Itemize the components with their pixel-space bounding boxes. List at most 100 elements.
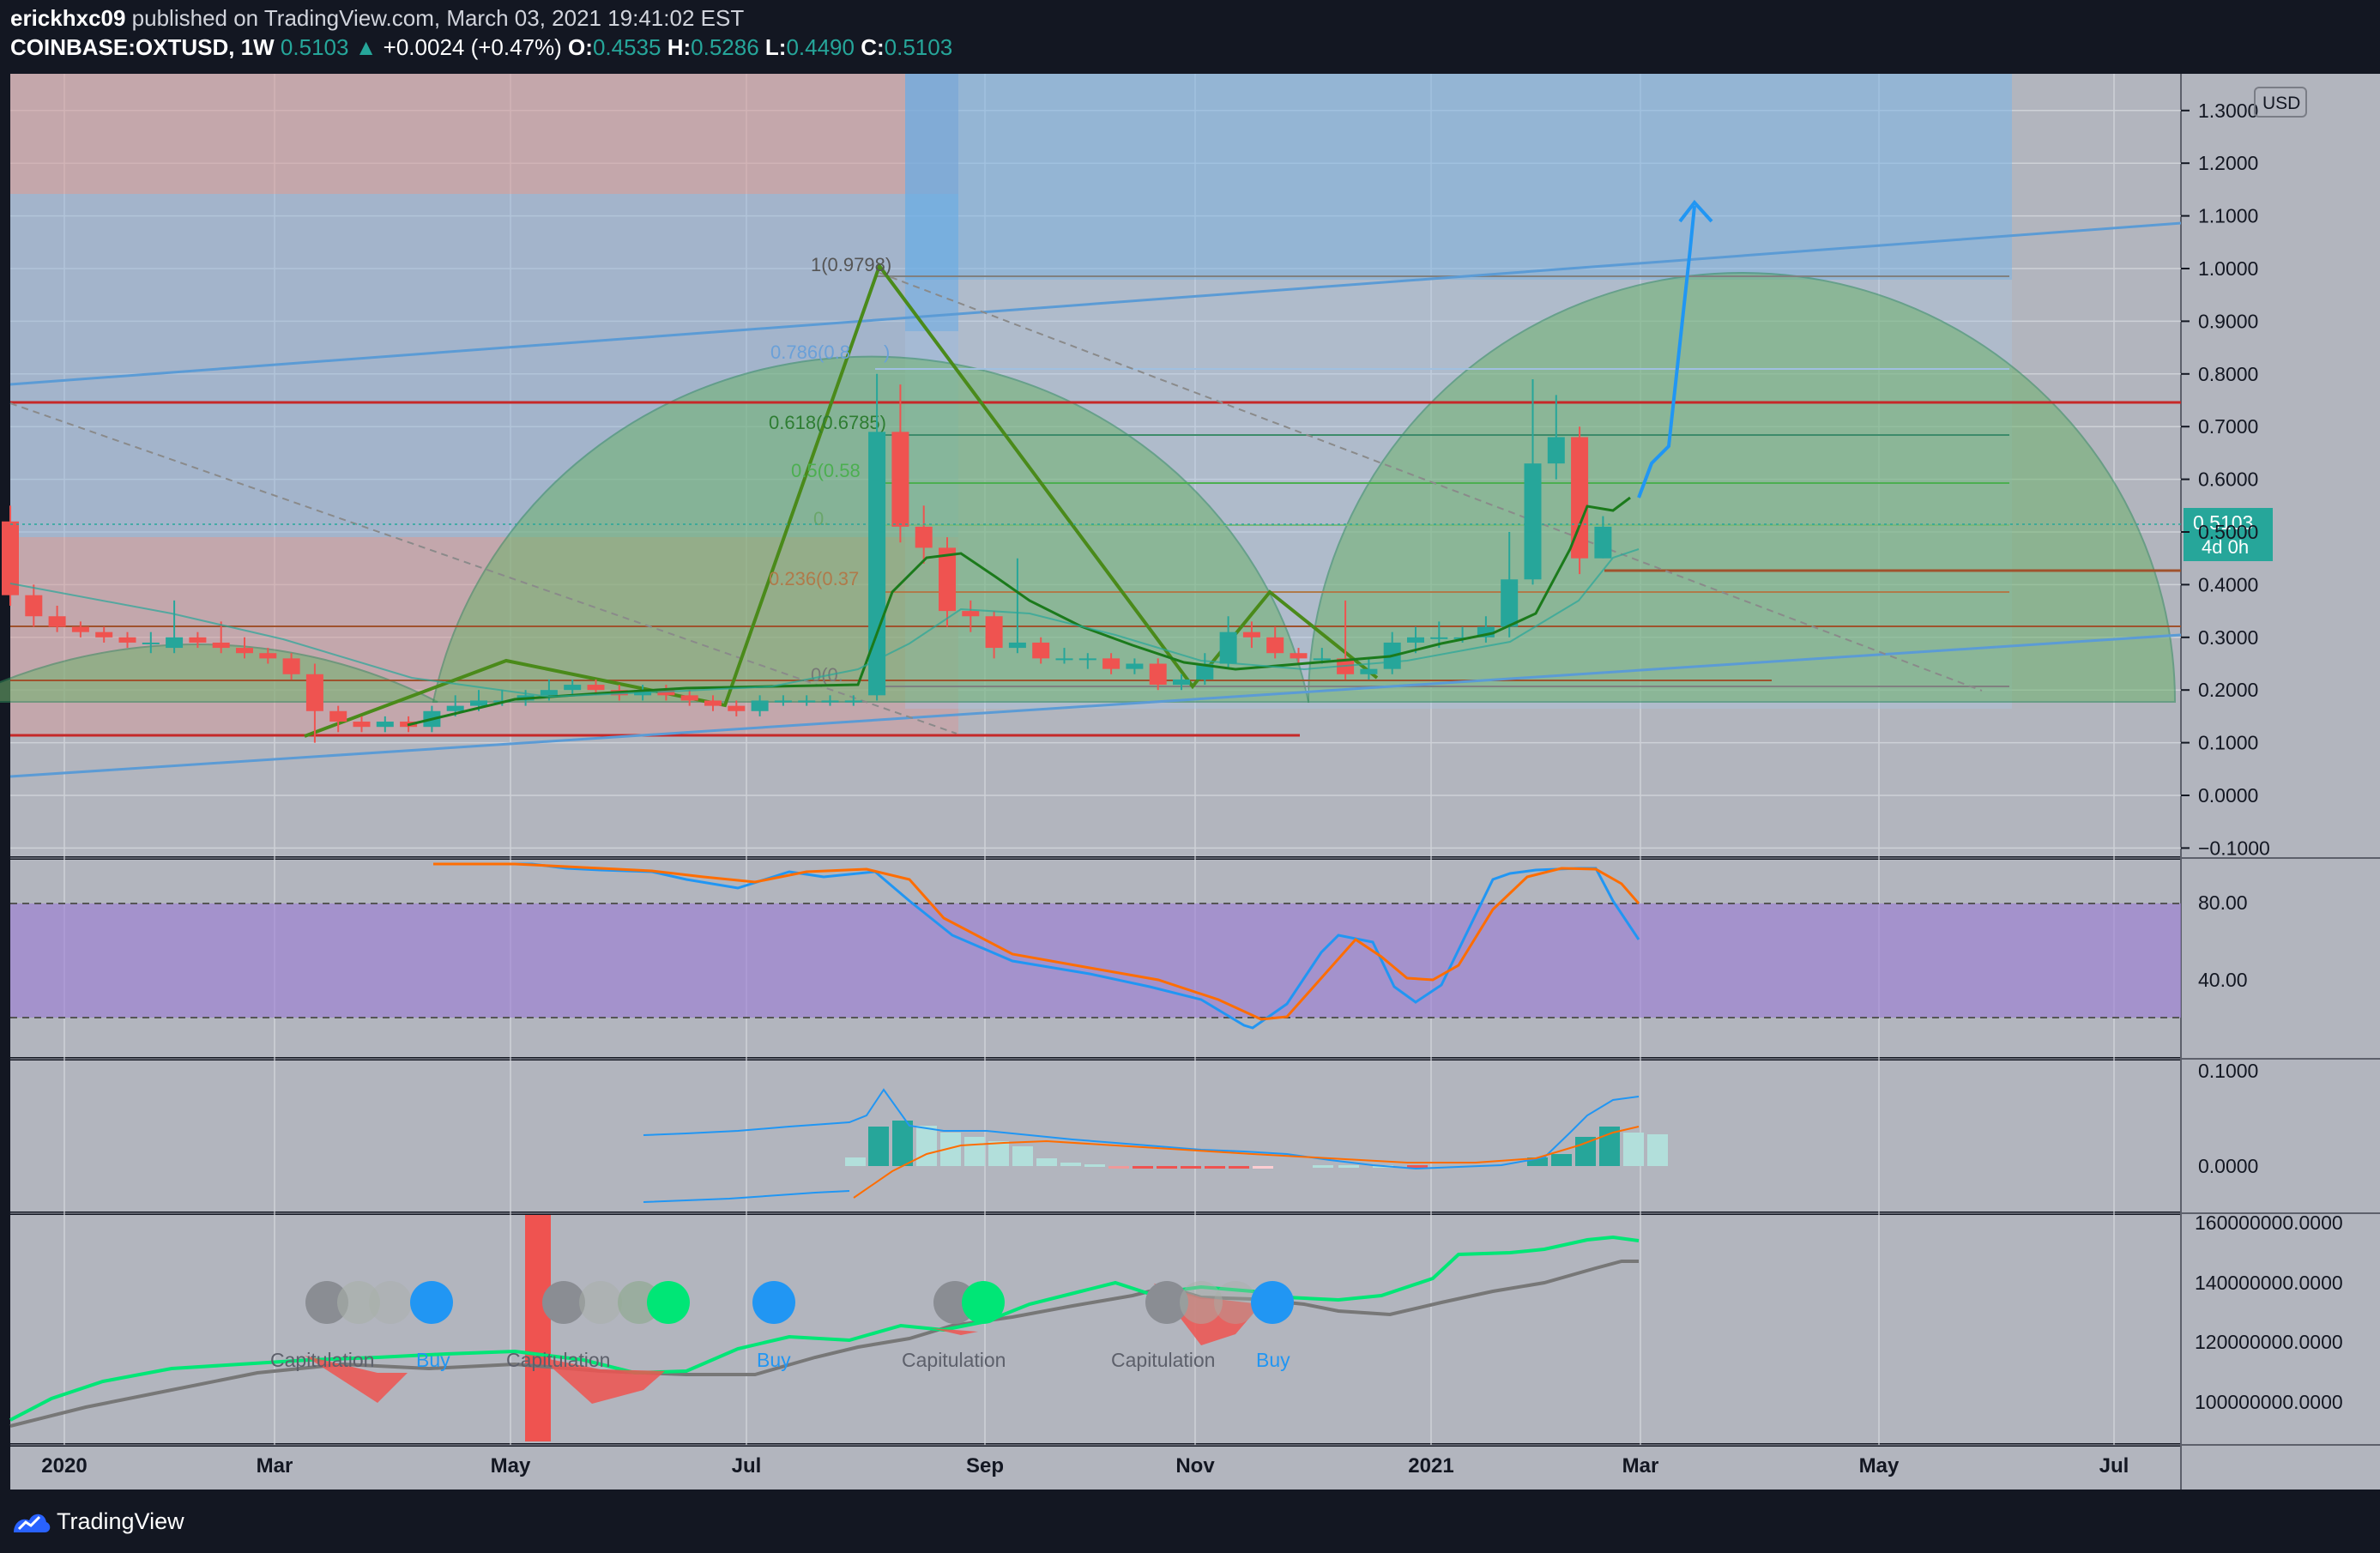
capitulation-label-1: Capitulation [270,1349,374,1371]
macd-bar [1012,1146,1033,1166]
price-axis-ticks: 1.3000 1.2000 1.1000 1.0000 0.9000 0.8000 0.70… [2181,100,2270,859]
time-tick: May [1859,1454,1900,1477]
chart-area[interactable]: 1(0.9798) 0.786(0.8 ) 0.618(0.6785) 0.5(… [0,69,2380,1491]
macd-bar [1084,1164,1105,1167]
macd-bar [1181,1166,1201,1169]
volume-pane[interactable] [10,1215,2181,1443]
candle-body [1313,658,1331,661]
candle-body [166,637,184,649]
fib-label-0236: 0.236(0.37 [769,568,859,589]
volume-ma-slow [9,1260,1639,1428]
drawing-overlays [0,74,2182,778]
fib-label-0382: 0. [813,508,829,529]
stoch-tick: 80.00 [2198,891,2248,914]
currency-badge[interactable] [2254,87,2307,118]
price-tick: 0.5000 [2198,521,2258,543]
candle-body [1594,526,1612,559]
fib-label-0786b: ) [884,341,890,363]
fib-labels: 1(0.9798) 0.786(0.8 ) 0.618(0.6785) 0.5(… [769,254,891,686]
volume-tick: 100000000.0000 [2195,1391,2343,1413]
macd-bar [1313,1165,1333,1168]
symbol-name[interactable]: COINBASE:OXTUSD, 1W [10,34,275,60]
currency-label: USD [2262,94,2300,113]
candle-body [1290,653,1308,659]
time-tick: Jul [2099,1454,2129,1477]
candle-body [939,547,956,612]
candle-body [1524,463,1542,580]
price-axis[interactable] [2181,74,2380,1490]
macd-line [643,1088,1640,1170]
macd-bar [1108,1166,1129,1169]
time-tick: Sep [966,1454,1004,1477]
price-change: +0.0024 (+0.47%) [383,34,562,60]
candle-body [353,722,371,728]
candle-body [212,642,230,649]
low-label: L: [764,34,787,60]
candle-body [446,705,464,711]
candle-body [962,611,980,617]
time-tick: Nov [1175,1454,1215,1477]
volume-tick: 140000000.0000 [2195,1272,2343,1294]
close-label: C: [861,34,885,60]
macd-pane[interactable] [10,1061,2181,1212]
candle-body [1055,658,1073,661]
buy-label-2: Buy [757,1349,791,1371]
up-arrow-icon: ▲ [354,34,378,60]
macd-bar [1338,1165,1359,1168]
macd-bar [1060,1163,1081,1166]
price-tick: 0.0000 [2198,784,2258,807]
macd-bar [1157,1166,1177,1169]
candle-body [821,700,839,703]
volume-tick: 160000000.0000 [2195,1212,2343,1234]
candle-body [118,637,136,643]
stoch-tick: 40.00 [2198,969,2248,991]
candle-body [798,700,816,703]
price-tick: 0.9000 [2198,310,2258,332]
macd-bar [1036,1158,1057,1166]
author-name[interactable]: erickhxc09 [10,5,126,31]
bar-countdown: 4d 0h [2202,536,2249,558]
macd-bar [1575,1137,1596,1166]
candle-body [470,700,487,706]
candle-body [1547,437,1565,464]
volume-tick: 120000000.0000 [2195,1331,2343,1353]
candle-body [1196,663,1214,680]
candle-body [704,700,722,706]
high-value: 0.5286 [691,34,759,60]
candle-body [1219,631,1237,664]
tradingview-logo-icon[interactable] [10,1507,51,1538]
candle-body [1078,658,1096,661]
macd-bar [845,1157,866,1166]
price-tick: 1.0000 [2198,257,2258,280]
candle-body [1242,631,1260,638]
capitulation-label-4: Capitulation [1111,1349,1215,1371]
low-value: 0.4490 [786,34,855,60]
brand-name[interactable]: TradingView [57,1508,184,1534]
price-tick: 0.7000 [2198,415,2258,438]
macd-signal-line [853,1126,1640,1199]
stoch-band [10,903,2181,1018]
capitulation-label-2: Capitulation [506,1349,610,1371]
macd-histogram [845,1121,1668,1169]
moving-averages [9,496,1640,727]
time-tick: 2020 [41,1454,87,1477]
macd-tick: 0.0000 [2198,1155,2258,1177]
macd-extra-line [643,1190,850,1203]
candle-body [71,626,89,632]
price-tick: 1.1000 [2198,205,2258,227]
last-price-value: 0.5103 [2193,511,2253,534]
fib-label-0618: 0.618(0.6785) [769,412,886,433]
price-tick: 0.8000 [2198,363,2258,385]
candle-body [1571,437,1589,559]
candle-body [1407,637,1424,643]
candle-body [915,526,933,548]
candle-body [1149,663,1167,686]
stoch-d-line [433,862,1640,1021]
price-tick: 0.2000 [2198,679,2258,701]
candle-body [844,700,862,703]
candle-body [376,722,394,728]
time-axis[interactable] [10,1447,2181,1490]
macd-bar [1407,1165,1428,1168]
candle-body [25,595,43,617]
macd-bar [1205,1166,1225,1169]
